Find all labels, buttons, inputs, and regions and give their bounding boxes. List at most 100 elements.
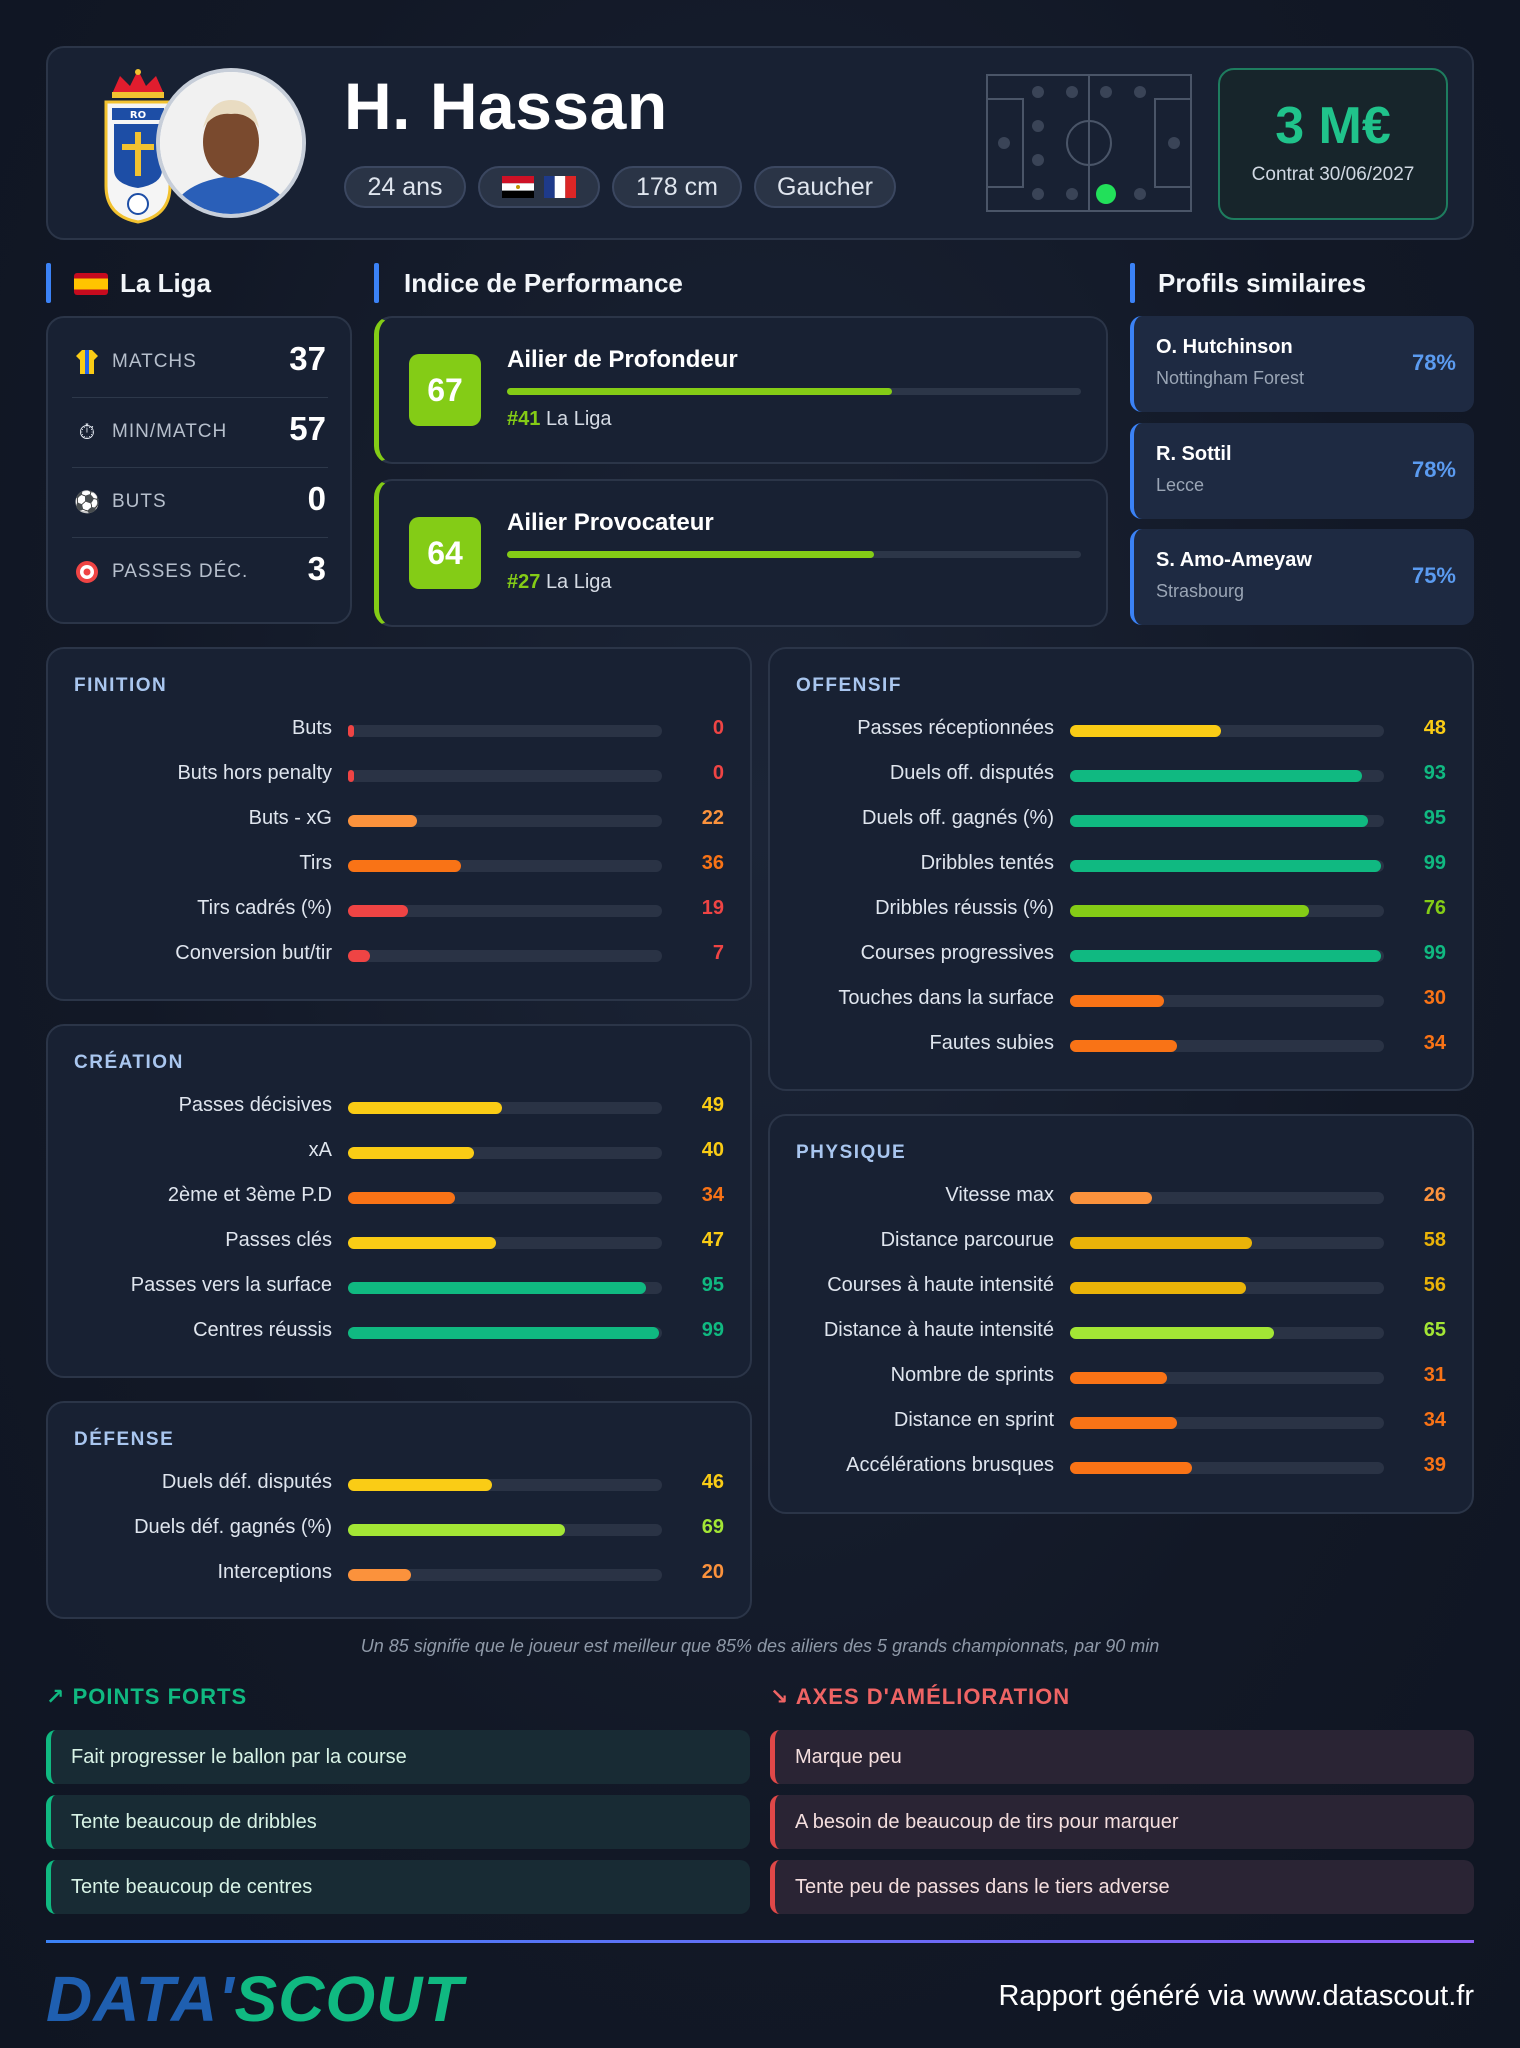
stat-bar (348, 860, 662, 872)
panel-creation: CRÉATION Passes décisives 49 xA 40 2ème et 3… (46, 1024, 752, 1378)
stat-label: Courses progressives (860, 942, 1054, 964)
similar-profile[interactable]: O. Hutchinson Nottingham Forest 78% (1130, 316, 1474, 412)
stat-bar (1070, 860, 1384, 872)
stat-row: Fautes subies 34 (770, 1030, 1472, 1060)
stat-value: 31 (1423, 1364, 1446, 1386)
stat-row: Buts - xG 22 (48, 805, 750, 835)
stat-label: Distance parcourue (880, 1229, 1054, 1251)
panel-offensif: OFFENSIF Passes réceptionnées 48 Duels off… (768, 647, 1474, 1091)
datascout-logo[interactable]: DATA'SCOUT (46, 1963, 464, 2035)
stat-bar (1070, 1372, 1384, 1384)
target-icon (74, 560, 100, 586)
stat-row: Vitesse max 26 (770, 1182, 1472, 1212)
stat-value: 22 (701, 807, 724, 829)
stat-label: Accélérations brusques (846, 1454, 1054, 1476)
stat-label: Passes clés (225, 1229, 332, 1251)
stat-row: Tirs cadrés (%) 19 (48, 895, 750, 925)
trend-up-icon: ↗ (46, 1684, 66, 1709)
pitch-position-icon (986, 74, 1192, 212)
stat-bar (348, 725, 662, 737)
stat-value: 39 (1423, 1454, 1446, 1476)
stat-row: Touches dans la surface 30 (770, 985, 1472, 1015)
height-pill: 178 cm (612, 166, 742, 208)
player-name: H. Hassan (344, 69, 668, 143)
weakness-item: A besoin de beaucoup de tirs pour marque… (770, 1795, 1474, 1849)
section-accent (374, 263, 379, 303)
stat-label: xA (308, 1139, 332, 1161)
performance-card: 67 Ailier de Profondeur #41 La Liga (374, 316, 1108, 464)
stat-row: Centres réussis 99 (48, 1317, 750, 1347)
similar-profile[interactable]: S. Amo-Ameyaw Strasbourg 75% (1130, 529, 1474, 625)
strength-item: Tente beaucoup de centres (46, 1860, 750, 1914)
stat-row: Passes réceptionnées 48 (770, 715, 1472, 745)
market-value-box: 3 M€ Contrat 30/06/2027 (1218, 68, 1448, 220)
panel-physique: PHYSIQUE Vitesse max 26 Distance parcourue… (768, 1114, 1474, 1514)
similar-profile[interactable]: R. Sottil Lecce 78% (1130, 423, 1474, 519)
stat-bar (1070, 1040, 1384, 1052)
stat-row: 2ème et 3ème P.D 34 (48, 1182, 750, 1212)
stat-bar (348, 770, 662, 782)
stat-row: Passes décisives 49 (48, 1092, 750, 1122)
section-accent (46, 263, 51, 303)
stat-value: 40 (701, 1139, 724, 1161)
stat-row: Accélérations brusques 39 (770, 1452, 1472, 1482)
strength-item: Fait progresser le ballon par la course (46, 1730, 750, 1784)
stat-value: 58 (1423, 1229, 1446, 1251)
stat-value: 99 (1423, 942, 1446, 964)
stat-value: 34 (1423, 1409, 1446, 1431)
strength-item: Tente beaucoup de dribbles (46, 1795, 750, 1849)
stat-label: Passes réceptionnées (857, 717, 1054, 739)
stat-value: 56 (1423, 1274, 1446, 1296)
trend-down-icon: ↘ (770, 1684, 790, 1709)
stat-label: Buts hors penalty (177, 762, 332, 784)
stat-matches: MATCHS 37 (72, 328, 328, 398)
performance-role: Ailier de Profondeur (507, 346, 738, 373)
stat-value: 93 (1423, 762, 1446, 784)
stat-label: Duels déf. disputés (161, 1471, 332, 1493)
stat-bar (348, 1192, 662, 1204)
footnote: Un 85 signifie que le joueur est meilleu… (360, 1636, 1160, 1656)
stat-label: Touches dans la surface (838, 987, 1054, 1009)
stat-assists: PASSES DÉC. 3 (72, 538, 328, 608)
stat-bar (348, 1102, 662, 1114)
stat-row: Courses progressives 99 (770, 940, 1472, 970)
similar-title: Profils similaires (1158, 268, 1367, 298)
stat-bar (348, 950, 662, 962)
stat-bar (348, 1147, 662, 1159)
stat-goals: ⚽ BUTS 0 (72, 468, 328, 538)
weaknesses-title: ↘ AXES D'AMÉLIORATION (770, 1684, 1071, 1709)
stat-label: Courses à haute intensité (827, 1274, 1054, 1296)
stat-label: 2ème et 3ème P.D (167, 1184, 332, 1206)
stat-value: 48 (1423, 717, 1446, 739)
stat-row: Courses à haute intensité 56 (770, 1272, 1472, 1302)
stat-value: 26 (1423, 1184, 1446, 1206)
stat-value: 34 (1423, 1032, 1446, 1054)
stat-value: 99 (701, 1319, 724, 1341)
footer-credit[interactable]: Rapport généré via www.datascout.fr (998, 1980, 1474, 2012)
stat-label: Dribbles tentés (920, 852, 1054, 874)
stat-value: 34 (701, 1184, 724, 1206)
section-accent (1130, 263, 1135, 303)
stat-row: Nombre de sprints 31 (770, 1362, 1472, 1392)
stat-label: Distance en sprint (893, 1409, 1054, 1431)
stat-value: 46 (701, 1471, 724, 1493)
stat-row: Duels déf. disputés 46 (48, 1469, 750, 1499)
stat-bar (1070, 1417, 1384, 1429)
stat-value: 65 (1423, 1319, 1446, 1341)
stat-value: 7 (712, 942, 724, 964)
stat-label: Tirs (299, 852, 332, 874)
stat-label: Passes décisives (178, 1094, 332, 1116)
stat-label: Interceptions (217, 1561, 332, 1583)
ball-icon: ⚽ (74, 491, 101, 514)
stat-value: 36 (701, 852, 724, 874)
stat-value: 95 (701, 1274, 724, 1296)
panel-defense: DÉFENSE Duels déf. disputés 46 Duels déf. … (46, 1401, 752, 1619)
stat-row: Distance en sprint 34 (770, 1407, 1472, 1437)
stat-bar (1070, 770, 1384, 782)
stat-row: Buts 0 (48, 715, 750, 745)
stat-bar (1070, 950, 1384, 962)
stat-label: Buts (291, 717, 332, 739)
stat-bar (1070, 1327, 1384, 1339)
weakness-item: Marque peu (770, 1730, 1474, 1784)
stat-label: Duels off. disputés (889, 762, 1054, 784)
